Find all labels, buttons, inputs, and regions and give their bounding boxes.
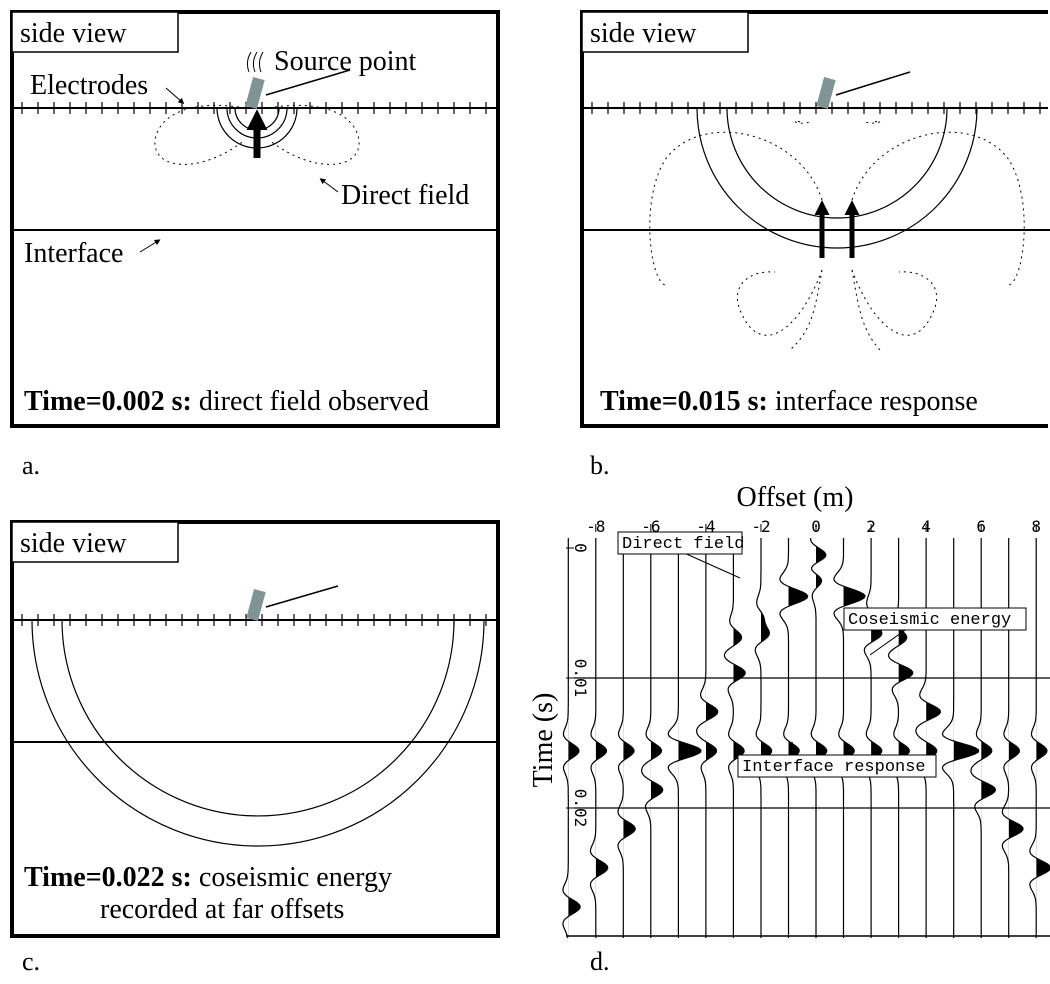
caption: Time=0.022 s: coseismic energy xyxy=(24,862,392,893)
annotation: Interface xyxy=(24,238,123,269)
x-tick-label: 4 xyxy=(921,517,931,536)
x-tick-label: -2 xyxy=(751,517,770,536)
annotation: Direct field xyxy=(622,535,744,554)
y-axis-title: Time (s) xyxy=(528,693,559,788)
view-label: side view xyxy=(20,528,127,559)
caption-text: coseismic energy xyxy=(199,862,392,893)
panel-label: d. xyxy=(590,947,610,976)
hammer-handle xyxy=(835,71,911,96)
panel-label: a. xyxy=(22,451,40,480)
annotation: Interface response xyxy=(742,758,926,777)
caption-bold: Time=0.002 s: xyxy=(24,386,192,417)
trace-fill xyxy=(678,538,701,938)
trace xyxy=(696,538,719,938)
hammer xyxy=(816,76,836,110)
annotation-box xyxy=(737,754,937,778)
caption-line: recorded at far offsets xyxy=(100,894,344,925)
trace xyxy=(754,538,773,938)
trace xyxy=(915,538,942,938)
trace-fill xyxy=(733,538,746,938)
panel-frame xyxy=(10,10,500,428)
panel-a: side view Source point Electrodes Direct… xyxy=(10,10,500,480)
leader xyxy=(139,239,161,253)
view-label: side view xyxy=(20,18,127,49)
x-tick-label: 0 xyxy=(811,517,821,536)
panel-b: side view Time=0.015 s: interface respon… xyxy=(580,10,1050,480)
trace xyxy=(863,538,883,938)
view-box xyxy=(11,521,179,563)
panel-label: b. xyxy=(590,451,610,480)
trace xyxy=(723,538,746,938)
annotation-box xyxy=(843,607,1027,631)
caption: Time=0.002 s: direct field observed xyxy=(24,386,429,417)
x-tick-label: -8 xyxy=(586,517,605,536)
annotation: Direct field xyxy=(341,180,469,211)
trace xyxy=(1029,538,1050,938)
field-line xyxy=(737,269,937,351)
caption-bold: Time=0.022 s: xyxy=(24,862,192,893)
trace-fill xyxy=(981,538,996,938)
field-line xyxy=(649,131,1025,286)
view-box xyxy=(11,11,179,53)
trace xyxy=(970,538,997,938)
x-axis-title: Offset (m) xyxy=(737,482,854,513)
caption-text: direct field observed xyxy=(199,386,429,417)
trace xyxy=(562,538,581,939)
panel-c: side view Time=0.022 s: coseismic energy… xyxy=(10,520,500,976)
trace-fill xyxy=(843,586,866,761)
x-tick-label: -6 xyxy=(641,517,660,536)
panel-frame xyxy=(10,520,500,938)
trace xyxy=(887,538,914,938)
wavefront xyxy=(31,619,485,847)
caption: Time=0.015 s: interface response xyxy=(600,386,978,417)
trace-fill xyxy=(953,538,979,938)
caption-bold: Time=0.015 s: xyxy=(600,386,768,417)
annotation: Coseismic energy xyxy=(848,611,1011,630)
trace-fill xyxy=(898,538,913,938)
annotation: Electrodes xyxy=(30,70,148,101)
trace-fill xyxy=(788,538,808,938)
trace-fill xyxy=(871,538,882,938)
trace xyxy=(617,538,636,938)
view-label: side view xyxy=(590,18,697,49)
x-tick-label: 2 xyxy=(866,517,876,536)
electrode-line xyxy=(584,102,1048,114)
hammer xyxy=(246,588,266,622)
x-tick-label: 8 xyxy=(1031,517,1041,536)
trace-fill xyxy=(760,538,772,938)
panel-frame xyxy=(580,10,1048,428)
x-tick-label: 6 xyxy=(976,517,986,536)
leader xyxy=(165,87,185,104)
trace xyxy=(640,538,664,938)
field-line xyxy=(154,104,246,165)
leader xyxy=(319,178,339,193)
annotation-box xyxy=(617,531,743,555)
wavefront xyxy=(696,107,978,249)
trace xyxy=(810,538,828,938)
annotation: Source point xyxy=(274,46,417,77)
hammer-handle xyxy=(265,585,339,608)
trace xyxy=(667,538,702,938)
impact-marks xyxy=(246,51,264,73)
x-tick-label: -4 xyxy=(696,517,715,536)
leader xyxy=(681,551,741,579)
panel-label: c. xyxy=(22,947,40,976)
trace xyxy=(941,538,980,938)
trace xyxy=(779,538,809,938)
field-line xyxy=(268,104,360,165)
panel-d: Offset (m) Time (s) d. -8 -6 -4 -2 0 2 4 6 800.0… xyxy=(528,482,1050,976)
leader xyxy=(869,627,909,656)
field-line xyxy=(794,120,881,124)
leader xyxy=(265,69,351,96)
trace-fill xyxy=(650,538,663,938)
trace xyxy=(589,538,609,938)
trace xyxy=(833,538,866,938)
trace xyxy=(1001,538,1024,938)
hammer xyxy=(245,76,265,110)
caption-text: interface response xyxy=(775,386,978,417)
y-tick-label: 0 xyxy=(571,543,590,553)
caption-bg xyxy=(24,862,444,926)
view-box xyxy=(581,11,749,53)
